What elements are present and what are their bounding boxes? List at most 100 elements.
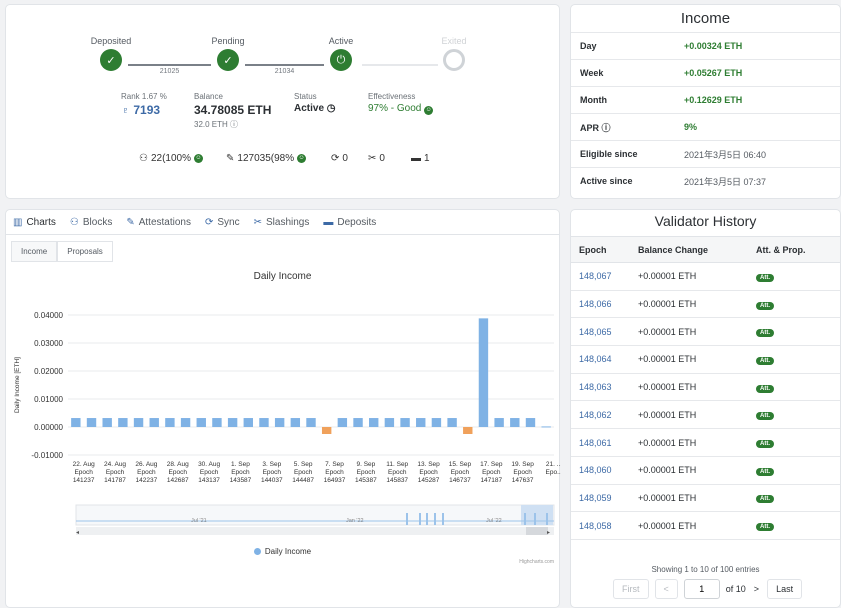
bar[interactable] (478, 318, 489, 427)
bar[interactable] (196, 418, 206, 427)
page-number-input[interactable] (683, 579, 720, 599)
epoch-link[interactable]: 148,064 (579, 354, 612, 365)
bar[interactable] (353, 418, 363, 427)
y-tick-label: 0.01000 (34, 395, 63, 404)
bar[interactable] (369, 418, 379, 427)
chart-navigator[interactable]: Jul '21 Jan '22 Jul '22 ◂ ▸ (75, 504, 555, 536)
bar[interactable] (337, 418, 348, 427)
epoch-link[interactable]: 148,059 (579, 492, 612, 503)
clock-icon: ◷ (326, 103, 336, 114)
bar[interactable] (118, 418, 128, 427)
bar[interactable] (274, 418, 285, 427)
last-page-button[interactable]: Last (767, 579, 803, 599)
col-att-prop[interactable]: Att. & Prop. (756, 244, 806, 255)
tab-slashings[interactable]: ✂ Slashings (247, 210, 317, 235)
scroll-left-icon[interactable]: ◂ (76, 530, 79, 536)
bar[interactable] (180, 418, 191, 427)
epoch-link[interactable]: 148,058 (579, 520, 612, 531)
att-cell: Att. (756, 520, 774, 532)
prev-page-button[interactable]: < (654, 579, 678, 599)
rank-value[interactable]: ♇ 7193 (121, 103, 160, 117)
deposits-stat[interactable]: ▬ 1 (411, 153, 430, 164)
income-row: Month +0.12629 ETH (571, 86, 840, 113)
smile-icon: ☺ (424, 106, 434, 115)
help-icon[interactable]: ⓘ (230, 120, 239, 129)
scroll-right-icon[interactable]: ▸ (547, 530, 550, 536)
chart-gridlines (68, 314, 554, 456)
attestation-badge[interactable]: Att. (756, 440, 774, 449)
balance-change: +0.00001 ETH (638, 382, 697, 393)
slashings-stat[interactable]: ✂ 0 (368, 153, 385, 164)
bar[interactable] (212, 418, 222, 427)
tab-charts[interactable]: ▥ Charts (6, 210, 63, 235)
bar[interactable] (447, 418, 457, 427)
navigator-spike (534, 513, 536, 525)
bar[interactable] (525, 418, 536, 427)
attestation-badge[interactable]: Att. (756, 523, 774, 532)
col-balance-change[interactable]: Balance Change (638, 244, 709, 255)
deposits-icon: ▬ (411, 153, 421, 164)
bar[interactable] (400, 418, 410, 427)
attestation-badge[interactable]: Att. (756, 467, 774, 476)
tab-blocks[interactable]: ⚇ Blocks (63, 210, 119, 235)
bar[interactable] (133, 418, 144, 427)
bar[interactable] (165, 418, 175, 427)
bar[interactable] (243, 418, 253, 427)
bar[interactable] (149, 418, 159, 427)
attestation-badge[interactable]: Att. (756, 412, 774, 421)
tab-deposits[interactable]: ▬ Deposits (316, 210, 383, 235)
epoch-link[interactable]: 148,067 (579, 271, 612, 282)
epoch-link[interactable]: 148,060 (579, 465, 612, 476)
bar[interactable] (321, 427, 332, 434)
help-icon[interactable]: ⓘ (599, 122, 611, 133)
attestation-badge[interactable]: Att. (756, 301, 774, 310)
bar[interactable] (416, 418, 426, 427)
bar[interactable] (463, 427, 473, 434)
chart-credit[interactable]: Highcharts.com (519, 559, 554, 565)
subtab-income[interactable]: Income (11, 241, 58, 262)
bar[interactable] (306, 418, 316, 427)
bar[interactable] (384, 418, 395, 427)
epoch-link[interactable]: 148,063 (579, 382, 612, 393)
history-pagination: First < of 10 > Last (613, 579, 803, 599)
attestation-badge[interactable]: Att. (756, 356, 774, 365)
subtab-proposals[interactable]: Proposals (57, 241, 113, 262)
bar[interactable] (86, 418, 97, 427)
chart-legend[interactable]: Daily Income (6, 547, 559, 556)
col-epoch[interactable]: Epoch (579, 244, 607, 255)
next-page-button[interactable]: > (751, 579, 762, 599)
daily-income-chart[interactable]: 0.04000 0.03000 0.02000 0.01000 0.00000 -0.01… (6, 280, 561, 548)
effective-balance: 32.0 ETH ⓘ (194, 120, 239, 129)
attestation-badge[interactable]: Att. (756, 384, 774, 393)
income-key: APR ⓘ (571, 121, 684, 134)
income-value: 9% (684, 122, 698, 132)
attestation-badge[interactable]: Att. (756, 273, 774, 282)
bar[interactable] (431, 418, 442, 427)
bar[interactable] (494, 418, 504, 427)
sync-stat[interactable]: ⟳ 0 (331, 153, 348, 164)
tab-label: Sync (217, 217, 240, 228)
tab-attestations[interactable]: ✎ Attestations (119, 210, 198, 235)
bar[interactable] (290, 418, 301, 427)
epoch-link[interactable]: 148,062 (579, 409, 612, 420)
income-row: Week +0.05267 ETH (571, 59, 840, 86)
epoch-link[interactable]: 148,065 (579, 326, 612, 337)
bar[interactable] (102, 418, 112, 427)
navigator-window[interactable] (521, 505, 553, 525)
tab-sync[interactable]: ⟳ Sync (198, 210, 247, 235)
scrollbar-thumb[interactable] (526, 527, 548, 535)
attestation-badge[interactable]: Att. (756, 495, 774, 504)
bar[interactable] (510, 418, 520, 427)
proposals-stat[interactable]: ⚇ 22(100% ☺ (139, 153, 203, 164)
income-value: +0.12629 ETH (684, 95, 743, 105)
first-page-button[interactable]: First (613, 579, 649, 599)
bar[interactable] (71, 418, 81, 427)
bar[interactable] (541, 426, 551, 428)
epoch-link[interactable]: 148,061 (579, 437, 612, 448)
attestation-badge[interactable]: Att. (756, 329, 774, 338)
bar[interactable] (259, 418, 269, 427)
epoch-link[interactable]: 148,066 (579, 299, 612, 310)
navigator-scrollbar[interactable] (76, 527, 554, 535)
attestations-stat[interactable]: ✎ 127035(98% ☺ (226, 153, 307, 164)
bar[interactable] (227, 418, 238, 427)
